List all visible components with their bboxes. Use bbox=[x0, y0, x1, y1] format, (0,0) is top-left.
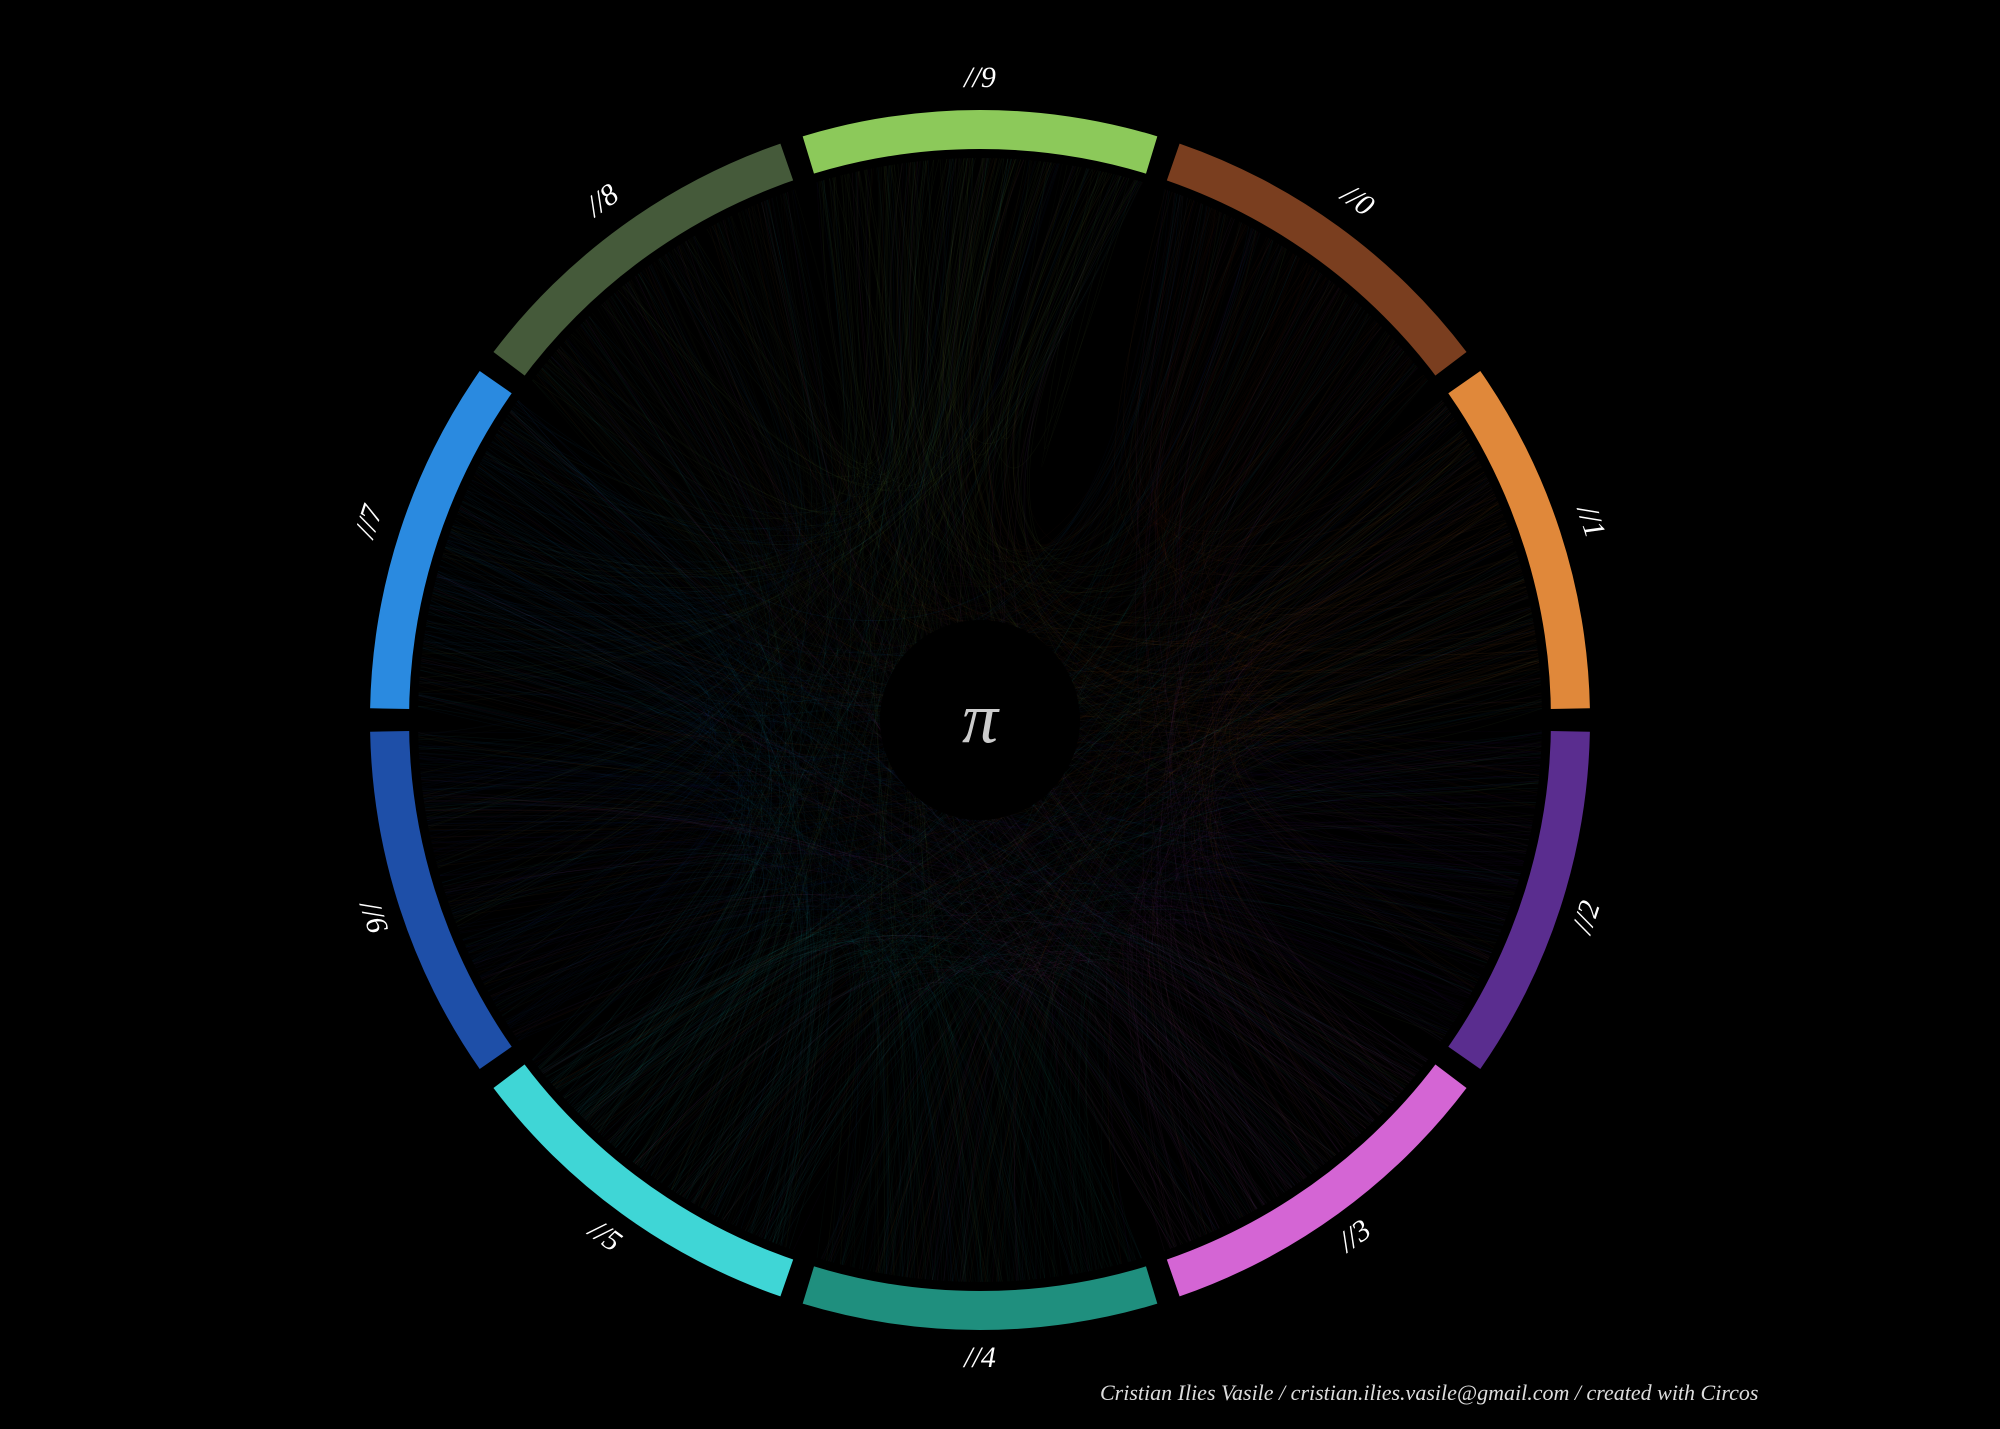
segment-label-5: //5 bbox=[581, 1212, 628, 1258]
segment-label-0: //0 bbox=[1334, 176, 1381, 222]
segment-label-4: //4 bbox=[962, 1341, 996, 1374]
segment-label-9: //9 bbox=[962, 61, 996, 94]
segment-label-7: //7 bbox=[348, 499, 390, 543]
center-pi-symbol: π bbox=[962, 679, 1000, 759]
segment-label-2: //2 bbox=[1565, 897, 1607, 939]
segment-label-6: //6 bbox=[353, 895, 395, 937]
chord-center: π bbox=[880, 620, 1080, 820]
segment-label-1: //1 bbox=[1570, 499, 1612, 541]
credit-line: Cristian Ilies Vasile / cristian.ilies.v… bbox=[1100, 1380, 1758, 1406]
pi-chord-diagram: //0 //1 //2 //3 //4 //5 //6 //7 //8 //9 π Cristian… bbox=[0, 0, 2000, 1429]
chord-link bbox=[869, 168, 1297, 570]
chord-link bbox=[1215, 451, 1539, 672]
segment-label-3: //3 bbox=[1331, 1213, 1378, 1259]
segment-label-8: //8 bbox=[578, 177, 625, 223]
chord-svg: //0 //1 //2 //3 //4 //5 //6 //7 //8 //9 π bbox=[0, 0, 2000, 1429]
